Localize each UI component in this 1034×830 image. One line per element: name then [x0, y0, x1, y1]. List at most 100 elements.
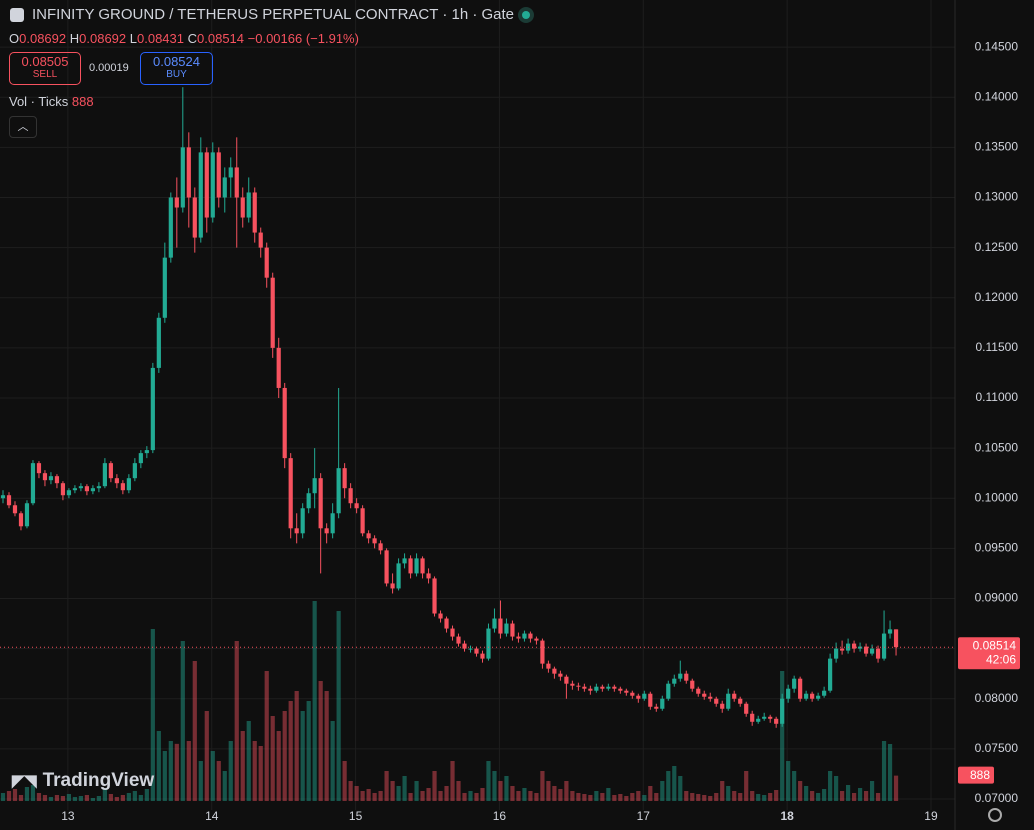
volume-tag-value: 888: [970, 768, 990, 782]
value: 0.08514: [197, 31, 245, 46]
candle-body: [606, 686, 611, 689]
candle-body: [228, 167, 233, 178]
candle-body: [30, 463, 36, 504]
volume-bar: [336, 611, 341, 801]
volume-bar: [216, 761, 221, 801]
candle-body: [450, 628, 455, 637]
volume-bar: [432, 771, 437, 801]
volume-bar: [588, 795, 593, 801]
candle-body: [534, 638, 539, 641]
volume-bar: [312, 601, 317, 801]
volume-bar: [648, 786, 653, 801]
candle-body: [234, 167, 239, 198]
volume-bar: [318, 681, 323, 801]
sell-button[interactable]: 0.08505 SELL: [9, 52, 81, 85]
volume-bar: [558, 789, 563, 801]
y-tick-label: 0.09500: [975, 541, 1019, 555]
y-tick-label: 0.14000: [975, 89, 1019, 103]
volume-bar: [516, 791, 521, 801]
candle-body: [408, 558, 413, 574]
candle-body: [108, 463, 113, 479]
candle-body: [492, 618, 497, 629]
candle-body: [504, 623, 509, 634]
candle-body: [726, 693, 731, 709]
volume-bar: [378, 791, 383, 801]
value: 0.08692: [79, 31, 127, 46]
candle-body: [324, 528, 329, 534]
candle-body: [312, 478, 317, 494]
candle-body: [78, 486, 84, 489]
buy-button[interactable]: 0.08524 BUY: [140, 52, 213, 85]
candle-body: [306, 493, 311, 509]
candle-body: [342, 468, 347, 489]
candle-body: [869, 648, 875, 654]
candle-body: [552, 668, 557, 674]
candle-body: [816, 695, 821, 699]
candle-body: [684, 673, 689, 681]
volume-bar: [714, 793, 719, 801]
candle-body: [36, 463, 42, 474]
volume-bar: [354, 786, 359, 801]
volume-bar: [360, 791, 365, 801]
candle-body: [546, 663, 551, 669]
collapse-button[interactable]: ︿: [9, 116, 37, 138]
volume-bar: [510, 786, 515, 801]
volume-tag: [958, 766, 994, 784]
candle-body: [366, 533, 371, 539]
candle-body: [270, 277, 275, 348]
candle-body: [24, 503, 30, 527]
candle-body: [6, 495, 12, 506]
volume-bar: [606, 788, 611, 801]
volume-bar: [612, 795, 617, 801]
value: 888: [71, 94, 94, 109]
volume-bar: [618, 794, 623, 801]
candle-body: [540, 640, 545, 664]
candle-body: [12, 505, 18, 514]
volume-bar: [282, 711, 287, 801]
volume-bar: [24, 787, 30, 801]
volume-bar: [756, 794, 761, 801]
candle-body: [642, 693, 647, 699]
candle-body: [114, 478, 119, 484]
volume-bar: [816, 793, 821, 801]
symbol-title[interactable]: INFINITY GROUND / TETHERUS PERPETUAL CON…: [32, 6, 515, 23]
candle-body: [732, 693, 737, 699]
volume-bar: [702, 795, 707, 801]
price-tag: [958, 637, 1020, 670]
volume-bar: [396, 786, 401, 801]
volume-bar: [845, 785, 851, 801]
candle-body: [690, 680, 695, 689]
settings-icon[interactable]: [988, 808, 1002, 822]
candle-body: [624, 690, 629, 693]
candle-body: [708, 696, 713, 699]
candle-body: [180, 147, 185, 208]
volume-bar: [96, 796, 101, 801]
volume-legend: Vol · Ticks 888: [9, 94, 94, 109]
candle-body: [348, 488, 353, 504]
candle-body: [510, 623, 515, 637]
volume-bar: [438, 791, 443, 801]
symbol-icon[interactable]: [10, 7, 24, 22]
candle-body: [372, 538, 377, 544]
candle-body: [744, 703, 749, 714]
label: Vol · Ticks: [9, 94, 69, 109]
volume-bar: [324, 691, 329, 801]
candle-body: [174, 197, 179, 208]
volume-bar: [768, 793, 773, 801]
volume-bar: [786, 761, 791, 801]
y-tick-label: 0.11500: [976, 340, 1019, 354]
volume-bar: [456, 781, 461, 801]
candle-body: [144, 450, 149, 454]
y-tick-label: 0.09000: [975, 591, 1019, 605]
header: INFINITY GROUND / TETHERUS PERPETUAL CON…: [10, 6, 531, 23]
y-tick-label: 0.07500: [975, 741, 1019, 755]
candle-body: [120, 483, 125, 491]
candle-body: [834, 648, 839, 659]
volume-bar: [348, 781, 353, 801]
volume-bar: [576, 793, 581, 801]
volume-bar: [528, 791, 533, 801]
volume-bar: [504, 776, 509, 801]
y-tick-label: 0.14500: [975, 39, 1019, 53]
candle-body: [636, 695, 641, 699]
